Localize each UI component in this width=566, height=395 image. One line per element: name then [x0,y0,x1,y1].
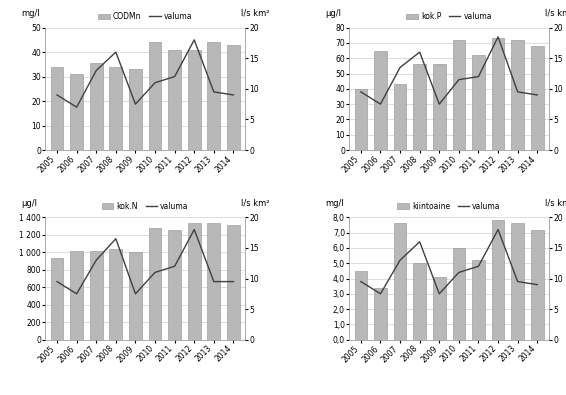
Bar [413,263,426,340]
Legend: kiintoaine, valuma: kiintoaine, valuma [397,201,501,211]
Bar [511,224,524,340]
Bar [374,288,387,340]
Bar [511,40,524,150]
Bar [149,228,161,340]
Text: l/s km²: l/s km² [544,199,566,207]
Bar [227,225,240,340]
Bar [492,220,504,340]
Bar [452,248,465,340]
Bar [354,271,367,340]
Bar [413,64,426,150]
Bar [208,224,220,340]
Bar [452,40,465,150]
Bar [51,67,63,150]
Bar [208,42,220,150]
Bar [394,84,406,150]
Bar [374,51,387,150]
Bar [472,55,485,150]
Bar [90,250,102,340]
Bar [188,224,200,340]
Text: l/s km²: l/s km² [241,199,269,207]
Legend: CODMn, valuma: CODMn, valuma [98,12,192,21]
Text: l/s km²: l/s km² [241,9,269,18]
Legend: kok.P, valuma: kok.P, valuma [406,12,492,21]
Bar [433,277,445,340]
Text: mg/l: mg/l [22,9,40,18]
Text: μg/l: μg/l [22,199,37,207]
Bar [129,252,142,340]
Bar [70,251,83,340]
Bar [70,74,83,150]
Bar [531,229,543,340]
Bar [129,69,142,150]
Text: mg/l: mg/l [325,199,344,207]
Bar [531,46,543,150]
Bar [109,67,122,150]
Bar [433,64,445,150]
Legend: kok.N, valuma: kok.N, valuma [102,201,188,211]
Bar [354,89,367,150]
Text: l/s km²: l/s km² [544,9,566,18]
Text: μg/l: μg/l [325,9,341,18]
Bar [472,260,485,340]
Bar [90,63,102,150]
Bar [492,38,504,150]
Bar [188,50,200,150]
Bar [109,249,122,340]
Bar [168,230,181,340]
Bar [51,258,63,340]
Bar [227,45,240,150]
Bar [168,50,181,150]
Bar [394,224,406,340]
Bar [149,42,161,150]
